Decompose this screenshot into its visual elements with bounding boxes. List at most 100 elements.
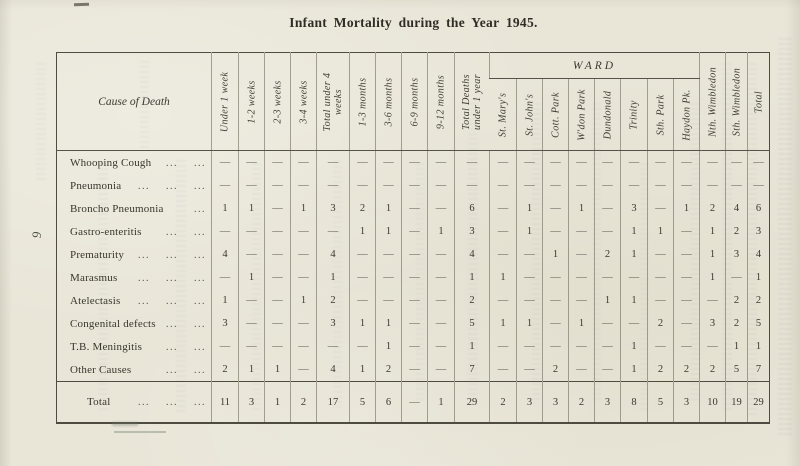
table-cell: 3 [516,381,543,423]
table-cell: 1 [542,243,569,266]
table-cell: — [516,150,543,174]
table-cell: — [290,358,317,382]
table-cell: 11 [211,381,239,423]
table-cell: — [401,312,428,335]
table-cell: 1 [454,335,490,358]
row-label: Gastro-enteritis [70,225,142,238]
row-label: Whooping Cough [70,156,152,169]
table-cell: — [238,312,265,335]
table-cell: — [542,266,569,289]
table-cell: — [489,335,517,358]
table-cell: — [401,289,428,312]
table-cell: — [620,266,648,289]
table-cell: 1 [489,266,517,289]
table-cell: 2 [747,289,770,312]
dot-leaders: ... ... ... [138,249,206,261]
column-header: Trinity [620,78,648,151]
column-header: Total [747,52,770,151]
table-cell: — [401,197,428,220]
table-cell: 4 [725,197,748,220]
table-cell: — [516,289,543,312]
table-cell: — [401,243,428,266]
table-cell: — [349,335,376,358]
column-header: W'don Park [568,78,595,151]
table-cell: — [489,150,517,174]
table-cell: — [620,312,648,335]
table-row: Pneumonia... ... ... — — — — — — — — — — — — — — — — — — — —… [57,174,770,197]
column-header: Sth. Wimbledon [725,52,748,151]
table-cell: — [699,335,726,358]
table-cell: 2 [454,289,490,312]
column-header: Cott. Park [542,78,569,151]
table-cell: 3 [316,312,350,335]
table-cell: 1 [699,243,726,266]
column-header: 1-3 months [349,52,376,151]
table-cell: — [699,150,726,174]
table-cell: — [516,358,543,382]
table-cell: — [673,289,700,312]
table-cell: — [375,266,402,289]
table-cell: 1 [238,266,265,289]
table-cell: 2 [489,381,517,423]
table-cell: 2 [673,358,700,382]
table-cell: — [647,197,674,220]
dot-leaders: ... ... [166,226,206,238]
table-cell: 1 [568,312,595,335]
ward-group-header: WARD [489,52,700,79]
table-cell: — [568,150,595,174]
table-cell: 6 [747,197,770,220]
table-cell: — [673,335,700,358]
table-cell: — [401,381,428,423]
table-cell: — [375,174,402,197]
table-cell: — [264,197,291,220]
table-cell: 3 [316,197,350,220]
table-cell: — [594,358,621,382]
table-cell: 1 [238,197,265,220]
column-header: Total under 4 weeks [316,52,350,151]
dot-leaders: ... ... [166,341,206,353]
table-cell: 2 [647,358,674,382]
table-cell: — [316,174,350,197]
table-cell: — [516,174,543,197]
row-label: Broncho Pneumonia [70,202,164,215]
table-cell: 17 [316,381,350,423]
table-cell: — [542,335,569,358]
table-cell: — [238,243,265,266]
table-cell: — [647,266,674,289]
table-cell: 1 [489,312,517,335]
table-cell: 5 [454,312,490,335]
table-cell: — [725,266,748,289]
table-cell: 3 [699,312,726,335]
table-cell: — [316,150,350,174]
table-cell: 3 [673,381,700,423]
column-header: Nth. Wimbledon [699,52,726,151]
column-header-label: St. Mary's [497,92,509,137]
table-cell: 2 [349,197,376,220]
table-cell: 1 [699,220,726,243]
table-cell: — [211,174,239,197]
table-cell: — [427,358,455,382]
column-header-label: 2-3 weeks [272,79,283,124]
table-cell: — [349,174,376,197]
column-header: 2-3 weeks [264,52,291,151]
column-header-label: 3-4 weeks [298,79,309,124]
table-cell: — [349,266,376,289]
table-cell: — [349,243,376,266]
table-cell: 3 [542,381,569,423]
column-header-label: 6-9 months [409,77,420,126]
table-cell: — [401,266,428,289]
table-body: Whooping Cough... ... — — — — — — — — — — — — — — — — — — —… [56,150,770,423]
column-header: Total Deaths under 1 year [454,52,490,151]
table-cell: — [427,335,455,358]
table-cell: 4 [211,243,239,266]
table-cell: 1 [594,289,621,312]
table-cell: — [290,220,317,243]
table-cell: 1 [290,289,317,312]
column-header-label: Total Deaths under 1 year [461,73,483,130]
table-cell: 2 [568,381,595,423]
table-cell: — [454,150,490,174]
row-label-cell: Other Causes ... ... [57,358,212,382]
table-cell: 6 [454,197,490,220]
mortality-table: Cause of Death Under 1 week 1-2 weeks 2-3 w… [56,52,770,424]
table-cell: 4 [316,243,350,266]
